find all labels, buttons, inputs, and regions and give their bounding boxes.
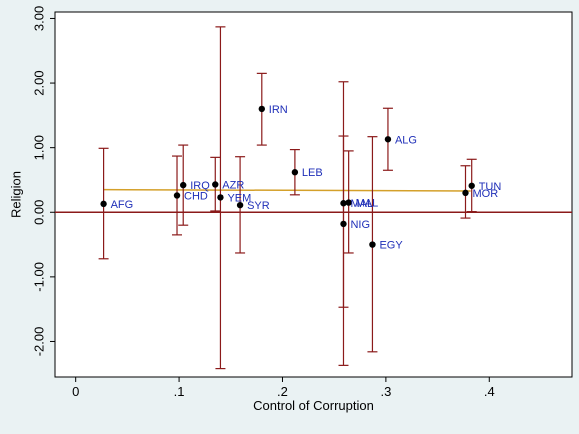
point-label-14: TUN: [479, 181, 502, 193]
plot-area: [54, 11, 573, 378]
point-label-4: YEM: [227, 192, 251, 204]
data-point-8: [340, 200, 347, 207]
data-point-1: [180, 181, 187, 189]
y-tick-label-3: 1.00: [32, 135, 47, 160]
x-tick-label-1: .1: [174, 384, 185, 399]
point-label-0: AFG: [111, 199, 134, 211]
y-tick-label-5: 3.00: [32, 6, 47, 31]
axes: 0 .1 .2 .3 .4 -2.00 -1.00 0.00 1.00 2.00 3.00: [32, 6, 495, 399]
data-point-9: [340, 220, 347, 228]
data-point-4: [217, 194, 224, 201]
data-point-14: [468, 182, 475, 189]
data-point-11: [369, 241, 376, 248]
point-label-11: EGY: [379, 240, 403, 252]
y-tick-label-0: -2.00: [32, 327, 47, 357]
point-label-7: LEB: [302, 167, 323, 179]
point-label-10: MAL: [356, 198, 379, 210]
data-point-3: [212, 181, 219, 188]
point-label-8: MAL: [350, 198, 373, 210]
y-tick-label-1: -1.00: [32, 262, 47, 292]
data-point-2: [173, 192, 181, 199]
x-tick-label-0: 0: [72, 384, 79, 399]
x-tick-label-3: .3: [380, 384, 391, 399]
y-tick-label-4: 2.00: [32, 70, 47, 95]
point-label-1: IRQ: [190, 180, 210, 192]
point-label-13: MOR: [472, 188, 498, 200]
y-tick-label-2: 0.00: [32, 200, 47, 225]
data-point-5: [236, 201, 244, 209]
y-axis-title: Religion: [9, 171, 24, 218]
data-point-7: [291, 169, 299, 176]
x-axis-title: Control of Corruption: [253, 398, 374, 413]
point-label-3: AZR: [222, 179, 244, 191]
points-layer: [100, 105, 475, 248]
data-point-13: [462, 189, 469, 197]
data-point-12: [384, 136, 392, 143]
point-label-12: ALG: [395, 134, 417, 146]
x-tick-label-2: .2: [277, 384, 288, 399]
point-label-6: IRN: [269, 104, 288, 116]
x-tick-label-4: .4: [484, 384, 495, 399]
point-label-2: CHD: [184, 190, 208, 202]
data-point-10: [345, 199, 352, 206]
point-label-5: SYR: [247, 200, 270, 212]
fit-line: [103, 188, 471, 192]
data-point-6: [258, 105, 265, 113]
point-label-9: NIG: [350, 219, 370, 231]
reference-layer: [55, 188, 572, 214]
data-point-0: [100, 200, 107, 208]
